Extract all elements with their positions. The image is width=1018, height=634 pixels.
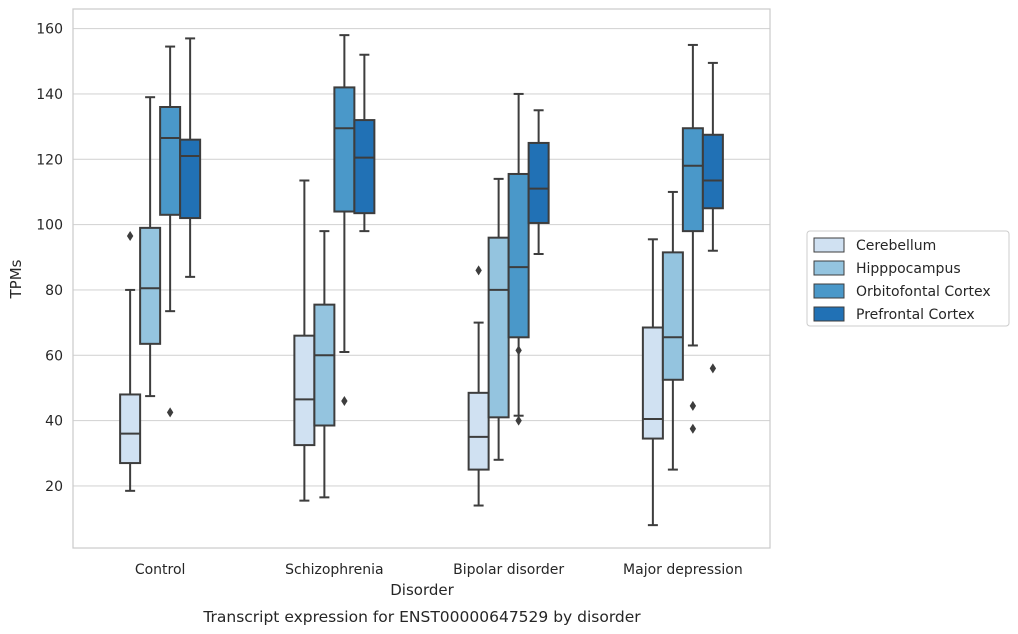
- figure-caption: Transcript expression for ENST0000064752…: [202, 608, 641, 626]
- box-iqr: [681, 127, 704, 233]
- box-prefrontal-cortex: [179, 37, 202, 278]
- x-axis-ticks: Control Schizophrenia Bipolar disorder Majo…: [135, 562, 743, 578]
- outlier-point: [341, 396, 348, 406]
- box-iqr: [487, 236, 510, 419]
- box-orbitofontal-cortex: [333, 34, 356, 406]
- y-tick-label: 160: [36, 22, 63, 38]
- y-axis-label: TPMs: [7, 259, 25, 299]
- y-tick-label: 60: [45, 348, 63, 364]
- outlier-point: [126, 231, 134, 242]
- outlier-point: [689, 400, 697, 411]
- box-iqr: [119, 393, 142, 465]
- box-iqr: [641, 326, 664, 440]
- y-tick-label: 140: [36, 87, 63, 103]
- x-tick-label: Control: [135, 562, 186, 578]
- boxes: [119, 34, 724, 527]
- box-iqr: [527, 141, 550, 224]
- y-tick-label: 20: [45, 479, 63, 495]
- box-iqr: [179, 138, 202, 220]
- box-iqr: [159, 106, 182, 216]
- y-axis-ticks: 20 40 60 80 100 120 140 160: [36, 22, 63, 495]
- box-hipppocampus: [313, 230, 336, 499]
- legend-swatch: [813, 306, 845, 322]
- box-iqr: [467, 391, 490, 471]
- outlier-point: [166, 407, 174, 418]
- box-orbitofontal-cortex: [159, 45, 182, 418]
- box-iqr: [353, 119, 376, 215]
- legend-label: Hipppocampus: [856, 261, 961, 277]
- outlier-point: [689, 423, 697, 434]
- box-iqr: [507, 172, 530, 339]
- x-tick-label: Bipolar disorder: [453, 562, 564, 578]
- box-iqr: [701, 133, 724, 210]
- legend-label: Cerebellum: [856, 238, 936, 254]
- y-tick-label: 100: [36, 218, 63, 234]
- plot-frame: [72, 8, 771, 549]
- box-cerebellum: [641, 238, 664, 527]
- x-tick-label: Schizophrenia: [285, 562, 383, 578]
- outlier-point: [515, 415, 522, 426]
- box-cerebellum: [467, 265, 490, 507]
- legend-swatch: [813, 283, 845, 299]
- legend-swatch: [813, 237, 845, 253]
- legend-frame: [806, 230, 1010, 327]
- box-iqr: [139, 226, 162, 345]
- box-cerebellum: [119, 231, 142, 492]
- box-cerebellum: [293, 179, 316, 502]
- box-hipppocampus: [487, 177, 510, 461]
- outlier-point: [475, 265, 482, 276]
- legend: Cerebellum Hipppocampus Orbitofontal Corte…: [806, 230, 1010, 327]
- box-iqr: [661, 251, 684, 381]
- y-tick-label: 120: [36, 152, 63, 168]
- legend-label: Prefrontal Cortex: [856, 307, 975, 323]
- y-tick-label: 40: [45, 414, 63, 430]
- box-iqr: [313, 303, 336, 427]
- box-hipppocampus: [139, 96, 162, 398]
- box-iqr: [333, 86, 356, 213]
- box-orbitofontal-cortex: [507, 92, 530, 426]
- legend-swatch: [813, 260, 845, 276]
- box-prefrontal-cortex: [353, 53, 376, 233]
- box-prefrontal-cortex: [701, 61, 724, 374]
- legend-label: Orbitofontal Cortex: [856, 284, 991, 300]
- x-tick-label: Major depression: [623, 562, 743, 578]
- outlier-point: [515, 345, 522, 356]
- outlier-point: [709, 363, 717, 374]
- x-axis-label: Disorder: [390, 581, 454, 599]
- y-tick-label: 80: [45, 283, 63, 299]
- box-prefrontal-cortex: [527, 109, 550, 255]
- box-iqr: [293, 334, 316, 447]
- box-orbitofontal-cortex: [681, 43, 704, 434]
- box-hipppocampus: [661, 190, 684, 471]
